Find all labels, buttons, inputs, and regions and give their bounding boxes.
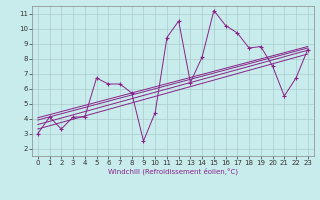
X-axis label: Windchill (Refroidissement éolien,°C): Windchill (Refroidissement éolien,°C) [108,168,238,175]
